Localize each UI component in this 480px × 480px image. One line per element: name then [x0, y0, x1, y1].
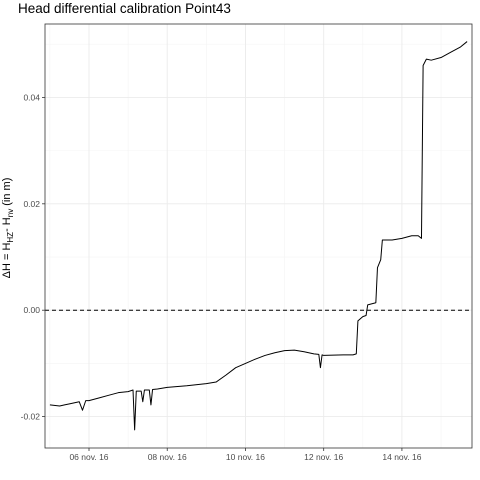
axis-tick-labels: 06 nov. 16 08 nov. 16 10 nov. 16 12 nov. 16… [21, 92, 422, 462]
plot-panel-border [44, 23, 473, 449]
series-line [49, 41, 468, 431]
y-tick-label: 0.04 [23, 92, 40, 102]
x-tick-label: 06 nov. 16 [69, 452, 108, 462]
x-tick-label: 14 nov. 16 [382, 452, 421, 462]
chart-title: Head differential calibration Point43 [18, 1, 231, 16]
y-tick-label: -0.02 [21, 412, 41, 422]
x-tick-label: 10 nov. 16 [226, 452, 265, 462]
grid-major [45, 24, 472, 448]
y-tick-label: 0.02 [23, 199, 40, 209]
x-tick-label: 08 nov. 16 [148, 452, 187, 462]
x-tick-label: 12 nov. 16 [304, 452, 343, 462]
grid-minor [45, 24, 472, 448]
y-tick-label: 0.00 [23, 305, 40, 315]
series-layer [49, 41, 468, 431]
axis-ticks [42, 97, 403, 451]
